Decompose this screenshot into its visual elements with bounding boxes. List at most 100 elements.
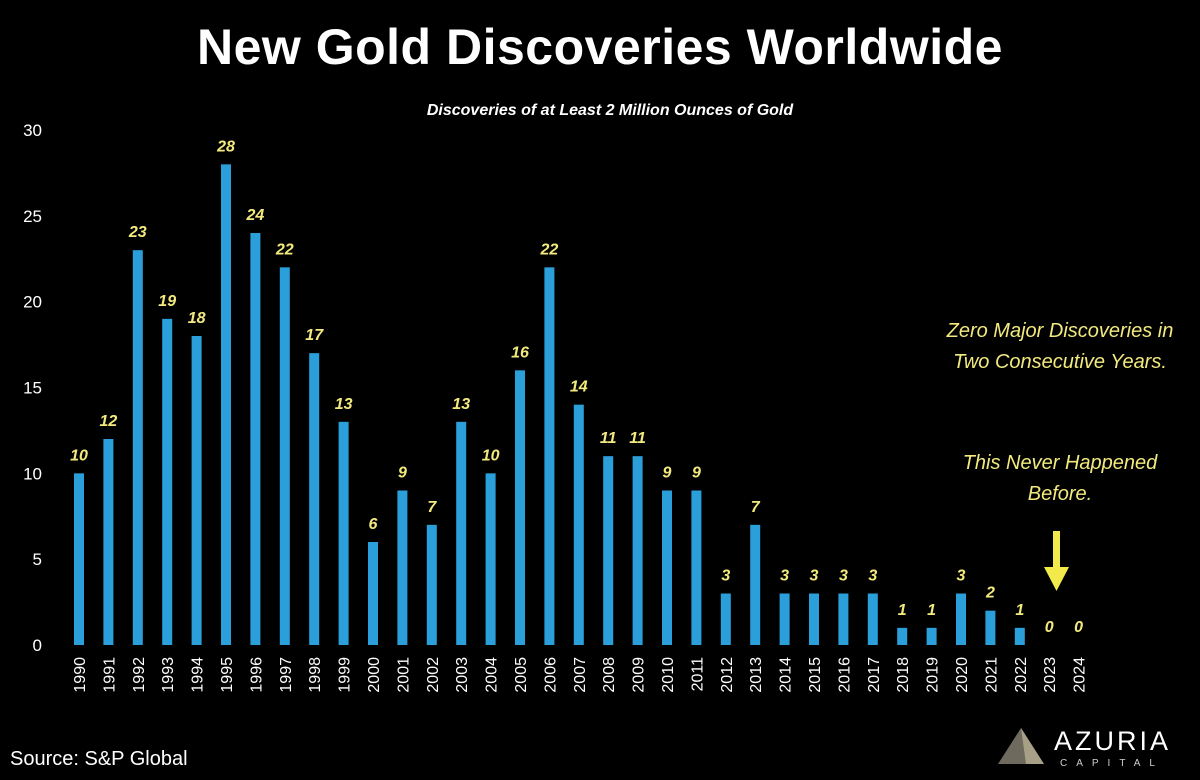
chart-subtitle: Discoveries of at Least 2 Million Ounces… — [426, 102, 794, 119]
bar — [132, 250, 143, 645]
chart-title: New Gold Discoveries Worldwide — [197, 19, 1003, 75]
bar — [926, 627, 937, 645]
y-tick-label: 20 — [23, 293, 42, 312]
bar — [750, 524, 761, 645]
x-tick-label: 1990 — [72, 657, 89, 693]
x-tick-label: 1998 — [307, 657, 324, 693]
data-label: 22 — [540, 241, 559, 258]
x-axis: 1990 1991 1992 1993 1994 1995 1996 1997 1998 1999… — [72, 657, 1089, 693]
bar — [720, 593, 731, 645]
x-tick-label: 2020 — [954, 657, 971, 693]
bar — [368, 542, 378, 645]
bar — [632, 456, 643, 645]
y-tick-label: 5 — [33, 550, 42, 569]
x-tick-label: 2019 — [925, 657, 942, 693]
down-arrow-icon — [1044, 531, 1069, 591]
bar — [221, 164, 231, 646]
bar — [1014, 627, 1025, 645]
data-label: 2 — [985, 585, 995, 602]
bar — [603, 456, 614, 645]
data-label: 3 — [957, 568, 966, 585]
x-tick-label: 2012 — [719, 657, 736, 693]
bar — [956, 593, 966, 645]
data-label: 11 — [600, 430, 617, 447]
bar — [191, 336, 202, 645]
data-label: 3 — [868, 568, 877, 585]
data-label: 10 — [482, 447, 500, 464]
x-tick-label: 2002 — [425, 657, 442, 693]
data-label: 23 — [128, 224, 147, 241]
data-label: 13 — [452, 396, 470, 413]
bar — [573, 404, 584, 645]
bar — [338, 421, 349, 645]
y-tick-label: 0 — [33, 636, 42, 655]
x-tick-label: 2006 — [542, 657, 559, 693]
x-tick-label: 2000 — [366, 657, 383, 693]
callout-zero-discoveries: Zero Major Discoveries in Two Consecutiv… — [946, 320, 1174, 373]
x-tick-label: 1995 — [219, 657, 236, 693]
y-tick-label: 30 — [23, 121, 42, 140]
data-label: 13 — [335, 396, 353, 413]
bar — [691, 490, 702, 645]
bar — [544, 267, 555, 645]
x-tick-label: 2011 — [689, 657, 706, 692]
data-label: 19 — [158, 293, 176, 310]
x-tick-label: 1996 — [248, 657, 265, 693]
y-tick-label: 10 — [23, 464, 42, 483]
bar — [662, 490, 672, 645]
bar — [838, 593, 849, 645]
x-tick-label: 2007 — [572, 657, 589, 693]
callout-never-happened: This Never Happened Before. — [962, 452, 1158, 505]
bar — [309, 353, 320, 645]
data-label: 28 — [216, 138, 235, 155]
bar — [162, 318, 173, 645]
y-tick-label: 15 — [23, 379, 42, 398]
y-axis: 0 5 10 15 20 25 30 — [23, 121, 42, 655]
data-label: 9 — [663, 465, 672, 482]
x-tick-label: 2016 — [836, 657, 853, 693]
data-label: 1 — [1015, 602, 1024, 619]
source-note: Source: S&P Global — [10, 748, 188, 770]
data-label: 12 — [100, 413, 118, 430]
data-label: 3 — [810, 568, 819, 585]
x-tick-label: 2022 — [1013, 657, 1030, 693]
bar — [809, 593, 819, 645]
data-label: 11 — [629, 430, 646, 447]
x-tick-label: 2005 — [513, 657, 530, 693]
data-label: 7 — [427, 499, 437, 516]
data-label: 3 — [839, 568, 848, 585]
x-tick-label: 2023 — [1042, 657, 1059, 693]
bar — [515, 370, 525, 645]
data-label: 17 — [305, 327, 324, 344]
logo: AZURIA CAPITAL — [996, 722, 1196, 778]
data-label: 0 — [1045, 619, 1054, 636]
x-tick-label: 2024 — [1072, 657, 1089, 693]
bar — [426, 524, 437, 645]
bar — [779, 593, 790, 645]
bar — [279, 267, 290, 645]
bar — [867, 593, 878, 645]
x-tick-label: 2010 — [660, 657, 677, 693]
data-label: 24 — [246, 207, 265, 224]
bar — [74, 473, 84, 645]
x-tick-label: 2014 — [778, 657, 795, 693]
bar — [456, 421, 467, 645]
x-tick-label: 2018 — [895, 657, 912, 693]
data-label: 0 — [1074, 619, 1083, 636]
x-tick-label: 2001 — [395, 657, 412, 693]
bar — [250, 233, 261, 645]
data-label: 22 — [275, 241, 294, 258]
bar-series — [74, 164, 1025, 646]
data-label: 16 — [511, 344, 529, 361]
x-tick-label: 2021 — [983, 657, 1000, 693]
data-label: 18 — [188, 310, 206, 327]
data-label: 9 — [398, 465, 407, 482]
data-label: 6 — [369, 516, 378, 533]
x-tick-label: 2017 — [866, 657, 883, 693]
x-tick-label: 2008 — [601, 657, 618, 693]
y-tick-label: 25 — [23, 207, 42, 226]
data-label: 10 — [70, 447, 88, 464]
